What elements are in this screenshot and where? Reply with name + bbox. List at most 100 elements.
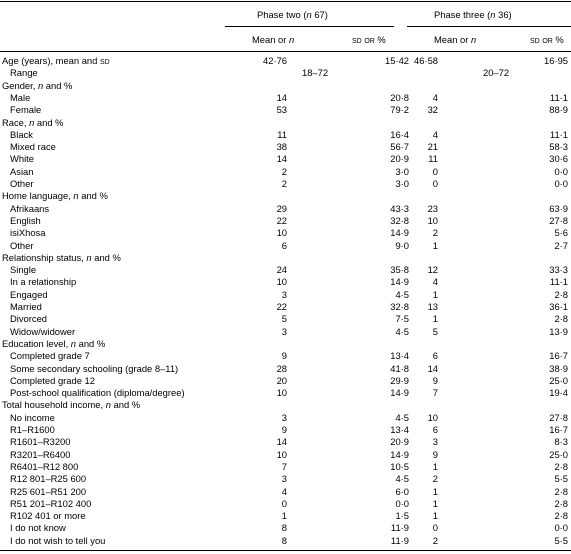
phase-two-mean-cell: 6: [281, 239, 287, 251]
phase-two-sd-cell: 16·4: [390, 128, 409, 140]
phase-three-sd-cell: 5·6: [554, 227, 568, 239]
p3-sd-header: sd or %: [530, 34, 564, 45]
table-row: Male 14 20·8 4 11·1: [0, 91, 571, 105]
row-sublabel: Range: [10, 67, 38, 79]
phase-two-spanner-rule: [225, 26, 394, 27]
phase-three-mean-cell: 5: [432, 325, 438, 337]
table-row: Completed grade 7 9 13·4 6 16·7: [0, 351, 571, 363]
phase-two-range-cell: 18–72: [302, 67, 329, 79]
phase-two-sd-cell: 15·42: [385, 55, 409, 66]
p3-mean-header: Mean or n: [434, 34, 477, 45]
table-row: Home language, n and %: [0, 191, 571, 203]
phase-two-sd-cell: 3·0: [395, 165, 409, 177]
phase-two-mean-cell: 10: [276, 276, 287, 288]
table-row: Engaged 3 4·5 1 2·8: [0, 288, 571, 302]
row-sublabel: Married: [10, 301, 42, 312]
phase-two-prefix: Phase two (: [257, 9, 307, 20]
row-category-label: Education level, n and %: [2, 337, 106, 349]
row-sublabel: R1601–R3200: [10, 436, 71, 448]
phase-three-sd-cell: 2·8: [554, 510, 568, 522]
phase-two-n: n: [306, 9, 312, 20]
phase-three-mean-cell: 7: [432, 387, 438, 399]
table-row: Gender, n and %: [0, 79, 571, 93]
table-row: Female 53 79·2 32 88·9: [0, 105, 571, 117]
row-sublabel: Other: [10, 239, 34, 251]
phase-two-mean-cell: 2: [281, 178, 287, 189]
phase-three-mean-cell: 9: [432, 374, 438, 386]
table-row: Some secondary schooling (grade 8–11) 28 4…: [0, 362, 571, 376]
row-sublabel: Other: [10, 178, 34, 189]
phase-two-sd-cell: 4·5: [395, 473, 409, 485]
phase-two-sd-cell: 1·5: [395, 510, 409, 522]
phase-two-mean-cell: 3: [281, 473, 287, 485]
phase-three-mean-cell: 46·58: [414, 55, 438, 66]
phase-two-mean-cell: 3: [281, 411, 287, 423]
phase-two-sd-cell: 14·9: [390, 448, 409, 460]
phase-three-sd-cell: 2·8: [554, 497, 568, 509]
phase-two-sd-cell: 9·0: [395, 239, 409, 251]
table-row: R1–R1600 9 13·4 6 16·7: [0, 425, 571, 437]
row-sublabel: R1–R1600: [10, 424, 55, 435]
phase-three-sd-cell: 25·0: [549, 374, 568, 386]
phase-three-sd-cell: 36·1: [549, 301, 568, 312]
table-row: R51 201–R102 400 0 0·0 1 2·8: [0, 497, 571, 511]
row-sublabel: Asian: [10, 165, 34, 177]
phase-three-n: n: [490, 9, 496, 20]
row-sublabel: Female: [10, 104, 42, 116]
phase-two-mean-cell: 2: [281, 165, 287, 177]
table-row: Range 18–72 20–72: [0, 68, 571, 80]
row-sublabel: Some secondary schooling (grade 8–11): [10, 362, 179, 374]
phase-three-mean-cell: 1: [432, 510, 438, 522]
phase-two-sd-cell: 20·9: [390, 436, 409, 448]
row-sublabel: I do not wish to tell you: [10, 534, 106, 546]
phase-three-mean-cell: 9: [432, 448, 438, 460]
row-category-label: Age (years), mean and sd: [2, 55, 110, 66]
row-sublabel: R6401–R12 800: [10, 460, 79, 472]
phase-three-mean-cell: 10: [427, 411, 438, 423]
phase-two-mean-cell: 9: [281, 350, 287, 362]
phase-two-mean-cell: 5: [281, 313, 287, 325]
phase-two-sd-cell: 7·5: [395, 313, 409, 325]
row-category-label: Race, n and %: [2, 116, 64, 128]
phase-two-sd-cell: 14·9: [390, 276, 409, 288]
row-sublabel: No income: [10, 411, 55, 423]
phase-two-mean-cell: 24: [276, 264, 287, 276]
table-row: Age (years), mean and sd 42·76 15·42 46·58 1…: [0, 56, 571, 68]
phase-two-sd-cell: 14·9: [390, 387, 409, 399]
table-row: Married 22 32·8 13 36·1: [0, 302, 571, 314]
phase-two-sd-cell: 13·4: [390, 424, 409, 435]
phase-three-mean-cell: 32: [427, 104, 438, 116]
table-row: White 14 20·9 11 30·6: [0, 154, 571, 166]
row-sublabel: White: [10, 153, 34, 165]
phase-two-sd-cell: 6·0: [395, 485, 409, 497]
phase-three-prefix: Phase three (: [434, 9, 491, 20]
phase-three-sd-cell: 2·7: [554, 239, 568, 251]
phase-three-mean-cell: 0: [432, 165, 438, 177]
table-row: No income 3 4·5 10 27·8: [0, 411, 571, 425]
row-sublabel: In a relationship: [10, 276, 77, 288]
phase-two-mean-cell: 1: [281, 510, 287, 522]
table-row: Black 11 16·4 4 11·1: [0, 128, 571, 142]
phase-three-mean-cell: 0: [432, 178, 438, 189]
phase-three-mean-cell: 13: [427, 301, 438, 312]
table-row: isiXhosa 10 14·9 2 5·6: [0, 228, 571, 240]
phase-three-mean-cell: 4: [432, 276, 438, 288]
phase-two-sd-cell: 11·9: [390, 534, 409, 546]
row-sublabel: English: [10, 214, 41, 226]
phase-three-sd-cell: 11·1: [549, 91, 568, 103]
row-category-label: Gender, n and %: [2, 79, 73, 91]
phase-two-mean-cell: 7: [281, 460, 287, 472]
table-row: I do not know 8 11·9 0 0·0: [0, 523, 571, 535]
phase-two-header: Phase two (n 67): [257, 10, 328, 19]
phase-two-mean-cell: 4: [281, 485, 287, 497]
phase-two-mean-cell: 10: [276, 387, 287, 399]
row-sublabel: Black: [10, 128, 33, 140]
row-sublabel: Engaged: [10, 288, 48, 300]
phase-two-sd-cell: 29·9: [390, 374, 409, 386]
row-sublabel: Single: [10, 264, 37, 276]
phase-two-mean-cell: 22: [276, 214, 287, 226]
phase-two-sd-cell: 4·5: [395, 411, 409, 423]
phase-three-mean-cell: 12: [427, 264, 438, 276]
phase-two-sd-cell: 43·3: [390, 202, 409, 214]
